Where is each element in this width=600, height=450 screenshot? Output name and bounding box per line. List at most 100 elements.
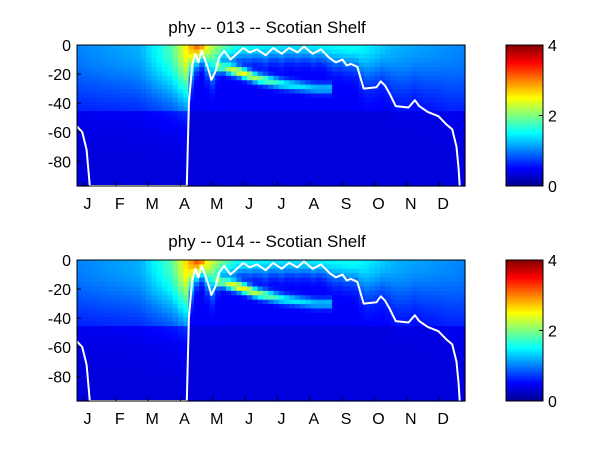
heatmap-cell [236, 137, 243, 143]
heatmap-cell [379, 111, 386, 117]
heatmap-cell [438, 321, 445, 327]
heatmap-cell [247, 106, 253, 112]
heatmap-cell [438, 141, 445, 147]
heatmap-cell [252, 124, 259, 130]
heatmap-cell [454, 102, 461, 108]
heatmap-cell [209, 102, 216, 108]
heatmap-cell [411, 53, 418, 59]
heatmap-cell [438, 317, 445, 323]
heatmap-cell [379, 115, 386, 121]
heatmap-cell [358, 308, 365, 314]
heatmap-cell [252, 370, 259, 376]
heatmap-cell [172, 119, 179, 125]
heatmap-cell [332, 84, 339, 90]
heatmap-cell [87, 97, 94, 103]
colorbar-tick-label: 4 [548, 38, 557, 55]
heatmap-cell [417, 295, 424, 301]
heatmap-cell [162, 62, 168, 68]
heatmap-cell [395, 119, 402, 125]
heatmap-cell [215, 396, 222, 402]
x-tick-label: M [145, 411, 158, 428]
heatmap-cell [199, 181, 206, 187]
heatmap-cell [454, 168, 461, 174]
heatmap-cell [156, 172, 163, 178]
heatmap-cell [135, 304, 142, 310]
heatmap-cell [300, 330, 307, 336]
heatmap-cell [417, 97, 424, 103]
heatmap-cell [225, 106, 232, 112]
heatmap-cell [172, 133, 179, 139]
heatmap-cell [156, 163, 163, 169]
heatmap-cell [124, 260, 131, 266]
heatmap-cell [172, 137, 179, 143]
heatmap-cell [247, 295, 253, 301]
heatmap-cell [321, 387, 328, 393]
heatmap-cell [263, 326, 269, 332]
heatmap-cell [162, 321, 168, 327]
heatmap-cell [300, 155, 307, 161]
heatmap-cell [326, 290, 333, 296]
heatmap-cell [124, 89, 131, 95]
heatmap-cell [114, 330, 121, 336]
heatmap-cell [443, 268, 450, 274]
heatmap-cell [305, 343, 312, 349]
heatmap-cell [124, 97, 131, 103]
heatmap-cell [385, 62, 392, 68]
heatmap-cell [411, 163, 418, 169]
heatmap-cell [263, 97, 269, 103]
heatmap-cell [167, 62, 174, 68]
heatmap-cell [273, 378, 280, 384]
heatmap-cell [247, 378, 253, 384]
heatmap-cell [114, 374, 121, 380]
heatmap-cell [119, 93, 126, 99]
heatmap-cell [268, 75, 275, 81]
heatmap-cell [263, 146, 269, 152]
heatmap-cell [268, 124, 275, 130]
heatmap-cell [193, 67, 200, 73]
heatmap-cell [417, 268, 424, 274]
heatmap-cell [305, 264, 312, 270]
heatmap-cell [406, 146, 413, 152]
heatmap-cell [332, 93, 339, 99]
heatmap-cell [204, 264, 211, 270]
heatmap-cell [459, 71, 466, 77]
heatmap-cell [326, 45, 333, 51]
heatmap-cell [369, 277, 376, 283]
heatmap-cell [294, 334, 301, 340]
heatmap-cell [199, 326, 206, 332]
heatmap-cell [124, 93, 131, 99]
heatmap-cell [156, 374, 163, 380]
heatmap-cell [209, 53, 216, 59]
heatmap-cell [321, 75, 328, 81]
heatmap-cell [358, 361, 365, 367]
heatmap-cell [183, 260, 190, 266]
heatmap-cell [263, 150, 269, 156]
heatmap-cell [188, 365, 195, 371]
heatmap-cell [103, 334, 110, 340]
heatmap-cell [199, 348, 206, 354]
heatmap-cell [247, 45, 253, 51]
heatmap-cell [459, 352, 466, 358]
heatmap-cell [156, 45, 163, 51]
heatmap-cell [417, 163, 424, 169]
heatmap-cell [103, 268, 110, 274]
heatmap-cell [82, 260, 89, 266]
heatmap-cell [369, 295, 376, 301]
heatmap-cell [364, 89, 370, 95]
heatmap-cell [162, 71, 168, 77]
heatmap-cell [172, 146, 179, 152]
heatmap-cell [108, 378, 115, 384]
heatmap-cell [98, 177, 105, 183]
heatmap-cell [459, 62, 466, 68]
heatmap-cell [427, 141, 434, 147]
heatmap-cell [278, 365, 285, 371]
heatmap-cell [199, 106, 206, 112]
heatmap-cell [151, 356, 158, 362]
heatmap-cell [401, 392, 408, 398]
heatmap-cell [247, 128, 253, 134]
heatmap-cell [188, 159, 195, 165]
heatmap-cell [422, 89, 429, 95]
heatmap-cell [241, 119, 248, 125]
heatmap-cell [236, 168, 243, 174]
heatmap-cell [130, 133, 137, 139]
